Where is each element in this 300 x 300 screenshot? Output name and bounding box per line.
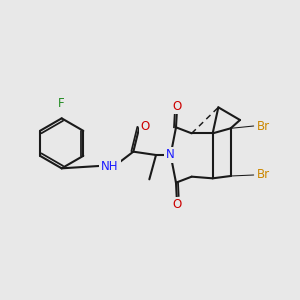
Text: O: O [172,199,181,212]
Text: NH: NH [101,160,119,173]
Text: N: N [166,148,174,161]
Text: Br: Br [257,169,270,182]
Text: F: F [58,97,65,110]
Text: O: O [141,120,150,133]
Text: O: O [172,100,181,112]
Text: Br: Br [257,119,270,133]
